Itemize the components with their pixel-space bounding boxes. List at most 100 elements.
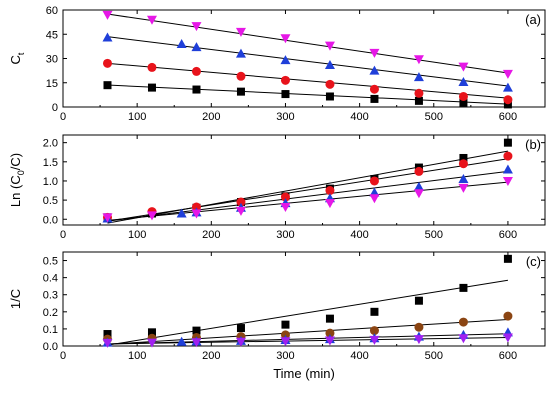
- y-tick-label: 60: [46, 5, 58, 17]
- panel-label: (c): [526, 254, 541, 269]
- data-point: [459, 98, 468, 107]
- data-point: [502, 82, 513, 92]
- data-point: [414, 296, 423, 305]
- data-point: [503, 95, 513, 105]
- data-point: [370, 94, 379, 103]
- data-point: [191, 66, 201, 76]
- data-point: [458, 76, 469, 86]
- data-point: [458, 317, 468, 327]
- data-point: [280, 75, 290, 85]
- y-tick-label: 1.5: [43, 157, 58, 169]
- data-point: [502, 164, 513, 174]
- data-point: [369, 65, 380, 75]
- data-point: [502, 176, 513, 186]
- y-tick-label: 1.0: [43, 176, 58, 188]
- data-point: [458, 334, 469, 344]
- data-point: [502, 69, 513, 79]
- panel-1: 0 100 200 300 400 500 600 0 15 30 45 60 (a) Ct: [8, 5, 546, 123]
- x-tick-label: 200: [202, 350, 220, 362]
- data-point: [236, 197, 246, 207]
- data-point: [458, 91, 468, 101]
- data-point: [191, 202, 201, 212]
- x-tick-label: 400: [350, 111, 368, 123]
- data-point: [503, 100, 512, 109]
- y-tick-label: 15: [46, 78, 58, 90]
- data-point: [503, 254, 512, 263]
- series-1: [103, 254, 512, 339]
- data-point: [191, 338, 202, 348]
- fit-line: [107, 13, 508, 74]
- data-point: [192, 326, 201, 335]
- data-point: [458, 62, 469, 72]
- data-point: [103, 330, 112, 339]
- plot-frame: [62, 251, 546, 347]
- data-point: [281, 90, 290, 99]
- y-tick-label: 0.2: [43, 307, 58, 319]
- fit-line: [107, 279, 509, 346]
- y-tick-label: 0.0: [43, 214, 58, 226]
- data-point: [324, 199, 335, 209]
- data-point: [176, 336, 187, 346]
- data-point: [369, 194, 380, 204]
- y-tick-label: 2.0: [43, 138, 58, 150]
- data-point: [503, 311, 513, 321]
- panel-2: 0 100 200 300 400 500 600 0.0 0.5 1.0 1.5 2.0 (b) Ln …: [8, 134, 546, 241]
- data-point: [147, 328, 156, 337]
- fit-line: [107, 62, 508, 99]
- data-point: [413, 189, 424, 199]
- fit-line: [107, 158, 509, 222]
- data-point: [369, 48, 380, 58]
- x-axis-title: Time (min): [273, 366, 335, 381]
- y-tick-label: 0.4: [43, 273, 58, 285]
- data-point: [146, 15, 157, 25]
- data-point: [414, 322, 424, 332]
- data-point: [235, 337, 246, 347]
- x-tick-label: 0: [60, 350, 66, 362]
- x-tick-label: 0: [60, 111, 66, 123]
- data-point: [191, 22, 202, 32]
- x-tick-label: 200: [202, 111, 220, 123]
- data-point: [370, 307, 379, 316]
- x-tick-label: 500: [425, 350, 443, 362]
- data-point: [102, 213, 113, 223]
- fit-line: [107, 170, 508, 222]
- data-point: [102, 338, 113, 348]
- data-point: [176, 208, 187, 218]
- data-point: [235, 206, 246, 216]
- data-point: [280, 203, 291, 212]
- data-point: [191, 209, 202, 219]
- data-point: [147, 83, 156, 92]
- data-point: [235, 48, 246, 58]
- data-point: [458, 183, 469, 193]
- data-point: [414, 96, 423, 105]
- y-tick-label: 0.5: [43, 256, 58, 268]
- fit-line: [107, 333, 508, 345]
- y-axis-title: Ln (C0/C): [8, 153, 26, 207]
- data-point: [414, 88, 424, 98]
- data-point: [459, 153, 468, 162]
- data-point: [325, 79, 335, 89]
- data-point: [235, 27, 246, 37]
- data-point: [369, 326, 379, 336]
- series-4: [102, 333, 513, 348]
- data-point: [280, 337, 291, 347]
- x-tick-label: 600: [499, 111, 517, 123]
- data-point: [325, 92, 334, 101]
- y-tick-label: 0.0: [43, 341, 58, 353]
- x-tick-label: 400: [350, 229, 368, 241]
- data-point: [176, 38, 187, 48]
- data-point: [102, 58, 112, 68]
- data-point: [502, 333, 513, 343]
- data-point: [324, 59, 335, 69]
- data-point: [413, 55, 424, 65]
- x-tick-label: 500: [425, 229, 443, 241]
- panel-3: 0 100 200 300 400 500 600 0.0 0.1 0.2 0.3 0.4 0.5 (c)…: [8, 251, 546, 381]
- data-point: [324, 336, 335, 346]
- data-point: [281, 320, 290, 329]
- data-point: [369, 335, 380, 345]
- data-point: [503, 151, 513, 161]
- data-point: [102, 10, 113, 20]
- data-point: [324, 41, 335, 51]
- series-3: [102, 32, 513, 92]
